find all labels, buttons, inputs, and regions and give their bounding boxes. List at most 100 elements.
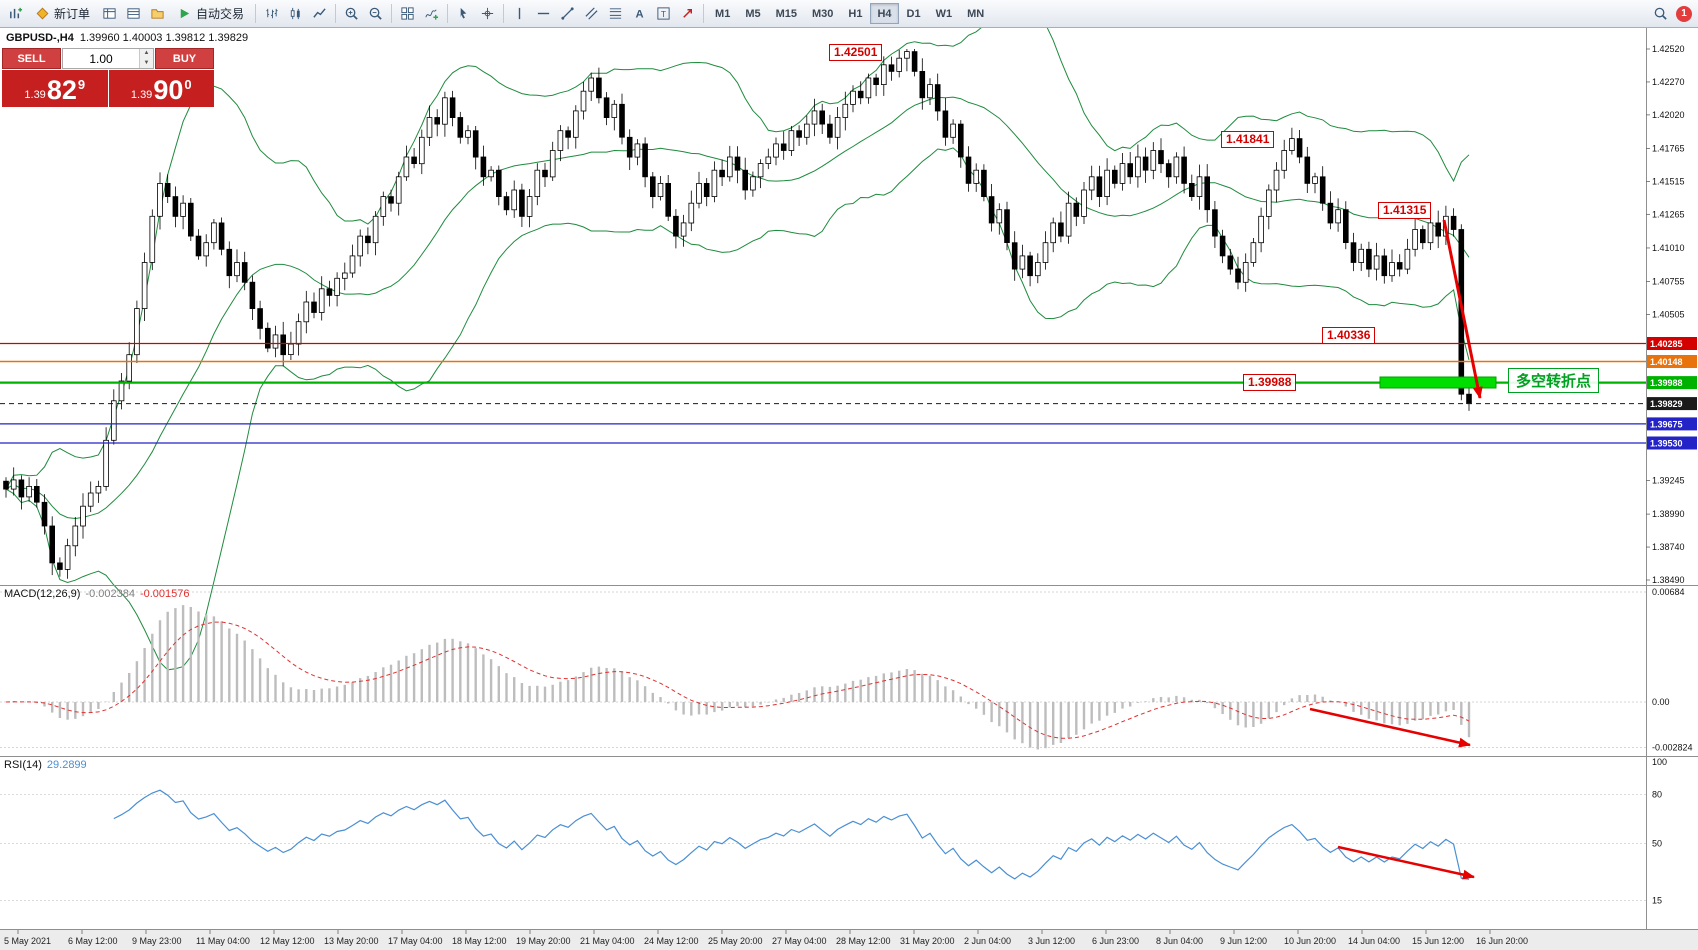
notification-badge[interactable]: 1 — [1676, 5, 1692, 22]
lot-decrease-button[interactable]: ▼ — [140, 58, 153, 68]
fibonacci-button[interactable] — [604, 2, 627, 25]
svg-text:1.41265: 1.41265 — [1652, 209, 1685, 219]
svg-text:25 May 20:00: 25 May 20:00 — [708, 936, 763, 946]
svg-text:31 May 20:00: 31 May 20:00 — [900, 936, 955, 946]
turning-point-note[interactable]: 多空转折点 — [1508, 368, 1600, 393]
timeframe-w1[interactable]: W1 — [929, 3, 960, 24]
toolbar-separator — [255, 4, 257, 23]
symbol-name: GBPUSD-,H4 — [6, 32, 74, 44]
candlestick-chart-icon — [290, 7, 300, 20]
svg-text:5 May 2021: 5 May 2021 — [4, 936, 51, 946]
macd-value-main: -0.002384 — [85, 588, 135, 600]
timeframe-m1[interactable]: M1 — [708, 3, 737, 24]
timeframe-m5[interactable]: M5 — [738, 3, 767, 24]
timeframe-m30[interactable]: M30 — [805, 3, 840, 24]
svg-text:8 Jun 04:00: 8 Jun 04:00 — [1156, 936, 1203, 946]
bollinger-upper-band — [5, 28, 1470, 490]
svg-text:1.40505: 1.40505 — [1652, 310, 1685, 320]
price-annotation[interactable]: 1.41315 — [1378, 202, 1432, 219]
timeframe-toolbar: M1 M5 M15 M30 H1 H4 D1 W1 MN — [708, 3, 991, 24]
buy-button[interactable]: BUY — [155, 48, 214, 69]
new-chart-button[interactable] — [4, 2, 27, 25]
svg-text:0.00: 0.00 — [1652, 697, 1670, 707]
svg-text:19 May 20:00: 19 May 20:00 — [516, 936, 571, 946]
channel-button[interactable] — [580, 2, 603, 25]
vertical-line-icon — [518, 7, 521, 20]
cursor-button[interactable] — [452, 2, 475, 25]
line-chart-button[interactable] — [308, 2, 331, 25]
svg-text:50: 50 — [1652, 839, 1662, 849]
bar-chart-button[interactable] — [260, 2, 283, 25]
svg-text:1.39829: 1.39829 — [1650, 399, 1683, 409]
toolbar-separator — [447, 4, 449, 23]
timeframe-h4[interactable]: H4 — [870, 3, 899, 24]
sell-price-button[interactable]: 1.39 82 9 — [2, 70, 108, 107]
zoom-in-button[interactable] — [340, 2, 363, 25]
lot-size-input[interactable] — [63, 49, 139, 68]
text-label-button[interactable]: T — [652, 2, 675, 25]
navigator-button[interactable] — [146, 2, 169, 25]
rsi-line — [113, 789, 1470, 880]
candlestick-chart-button[interactable] — [284, 2, 307, 25]
price-annotation[interactable]: 1.42501 — [829, 44, 883, 61]
data-window-button[interactable] — [122, 2, 145, 25]
toolbar-separator — [335, 4, 337, 23]
crosshair-icon — [481, 7, 494, 20]
timeframe-d1[interactable]: D1 — [900, 3, 928, 24]
svg-text:14 Jun 04:00: 14 Jun 04:00 — [1348, 936, 1400, 946]
support-highlight-zone[interactable] — [1379, 376, 1497, 389]
chart-canvas[interactable]: 1.42520 1.42270 1.42020 1.41765 1.41515 1.412… — [0, 28, 1698, 950]
svg-text:T: T — [661, 9, 666, 19]
svg-text:9 May 23:00: 9 May 23:00 — [132, 936, 182, 946]
text-label-icon: T — [657, 7, 670, 20]
svg-text:1.38990: 1.38990 — [1652, 509, 1685, 519]
time-axis-strip — [0, 930, 1698, 950]
svg-text:16 Jun 20:00: 16 Jun 20:00 — [1476, 936, 1528, 946]
price-annotation[interactable]: 1.40336 — [1322, 327, 1376, 344]
chart-window: 1.42520 1.42270 1.42020 1.41765 1.41515 1.412… — [0, 28, 1698, 950]
price-annotation[interactable]: 1.39988 — [1243, 374, 1297, 391]
chart-overlay: 1.42501 1.41841 1.41315 1.40336 1.39988 多空转折… — [0, 28, 1698, 950]
crosshair-button[interactable] — [476, 2, 499, 25]
svg-text:1.41515: 1.41515 — [1652, 176, 1685, 186]
svg-text:1.41765: 1.41765 — [1652, 144, 1685, 154]
zoom-out-icon — [369, 7, 382, 20]
macd-title: MACD(12,26,9) — [4, 588, 81, 600]
text-button[interactable]: A — [628, 2, 651, 25]
toolbar-separator — [391, 4, 393, 23]
trend-arrow[interactable] — [1309, 707, 1471, 748]
search-button[interactable] — [1649, 2, 1672, 25]
arrows-button[interactable] — [676, 2, 699, 25]
lot-size-box: ▲ ▼ — [62, 48, 154, 69]
channel-icon — [585, 7, 598, 20]
svg-text:1.38490: 1.38490 — [1652, 575, 1685, 585]
main-toolbar: 新订单 自动交易 — [0, 0, 1698, 28]
timeframe-m15[interactable]: M15 — [769, 3, 804, 24]
market-watch-button[interactable] — [98, 2, 121, 25]
horizontal-line-button[interactable] — [532, 2, 555, 25]
vertical-line-button[interactable] — [508, 2, 531, 25]
lot-increase-button[interactable]: ▲ — [140, 49, 153, 59]
toolbar-right-group: 1 — [1649, 2, 1694, 25]
svg-text:28 May 12:00: 28 May 12:00 — [836, 936, 891, 946]
indicators-button[interactable] — [420, 2, 443, 25]
svg-text:27 May 04:00: 27 May 04:00 — [772, 936, 827, 946]
price-annotation[interactable]: 1.41841 — [1221, 131, 1275, 148]
timeframe-h1[interactable]: H1 — [841, 3, 869, 24]
search-icon — [1654, 7, 1667, 20]
horizontal-price-lines[interactable] — [0, 342, 1646, 444]
svg-text:13 May 20:00: 13 May 20:00 — [324, 936, 379, 946]
tile-windows-button[interactable] — [396, 2, 419, 25]
trend-arrow[interactable] — [1442, 219, 1483, 399]
macd-indicator — [5, 605, 1471, 750]
svg-text:24 May 12:00: 24 May 12:00 — [644, 936, 699, 946]
buy-price-button[interactable]: 1.39 90 0 — [108, 70, 214, 107]
sell-button[interactable]: SELL — [2, 48, 61, 69]
new-order-button[interactable]: 新订单 — [28, 2, 97, 25]
timeframe-mn[interactable]: MN — [960, 3, 991, 24]
trendline-button[interactable] — [556, 2, 579, 25]
indicators-icon — [425, 9, 439, 20]
trend-arrow[interactable] — [1337, 845, 1475, 880]
auto-trading-button[interactable]: 自动交易 — [170, 2, 251, 25]
zoom-out-button[interactable] — [364, 2, 387, 25]
